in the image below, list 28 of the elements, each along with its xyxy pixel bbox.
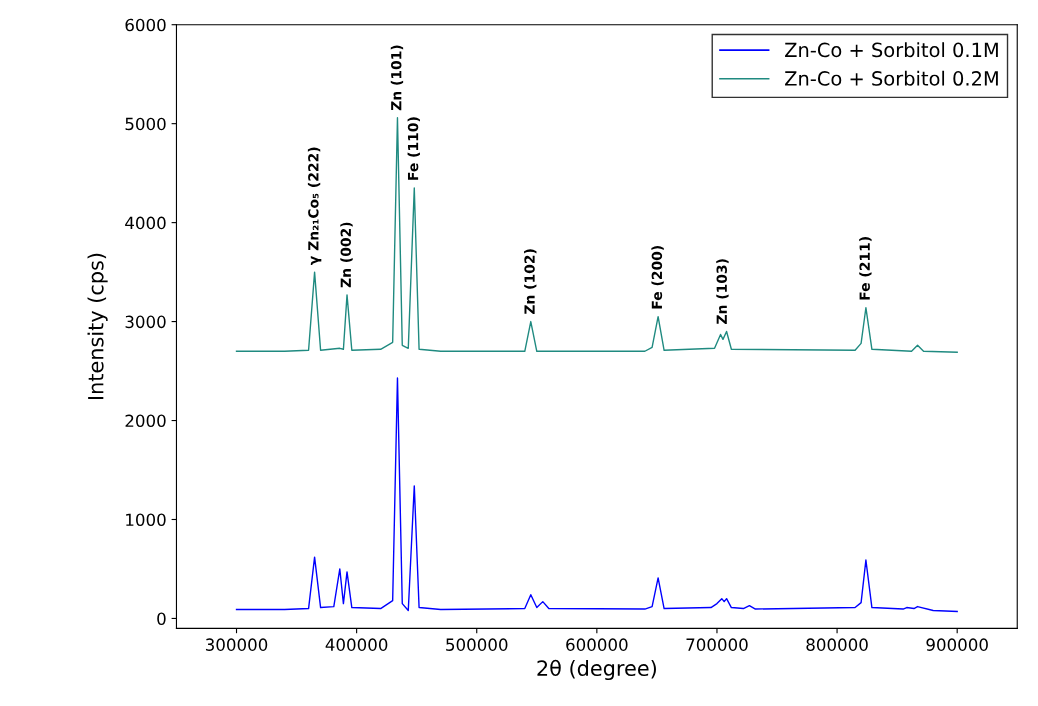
annotation: Zn (101) bbox=[390, 45, 404, 111]
x-tick-label: 900000 bbox=[926, 638, 988, 651]
y-tick-label: 6000 bbox=[125, 18, 166, 32]
y-tick-label: 3000 bbox=[125, 315, 166, 329]
x-tick-label: 500000 bbox=[446, 638, 508, 651]
y-tick-label: 1000 bbox=[126, 513, 166, 527]
x-axis-title: 2θ (degree) bbox=[537, 659, 656, 681]
x-tick-label: 600000 bbox=[566, 638, 628, 651]
legend-label: Zn-Co + Sorbitol 0.2M bbox=[785, 70, 998, 86]
annotation: γ Zn₂₁Co₅ (222) bbox=[307, 147, 322, 265]
legend-label: Zn-Co + Sorbitol 0.1M bbox=[785, 42, 998, 58]
annotation: Zn (103) bbox=[716, 259, 729, 324]
x-tick-label: 300000 bbox=[205, 638, 268, 651]
annotation: Zn (002) bbox=[340, 222, 353, 288]
x-tick-label: 800000 bbox=[806, 638, 868, 651]
x-tick-label: 700000 bbox=[686, 638, 748, 651]
annotation: Fe (110) bbox=[407, 117, 420, 180]
annotation: Fe (211) bbox=[859, 237, 872, 300]
y-tick-label: 0 bbox=[157, 612, 166, 626]
y-tick-label: 2000 bbox=[125, 414, 166, 428]
annotation: Fe (200) bbox=[651, 246, 664, 309]
y-tick-label: 5000 bbox=[125, 117, 166, 131]
line-series bbox=[235, 377, 958, 613]
annotation: Zn (102) bbox=[524, 249, 537, 315]
x-tick-label: 400000 bbox=[325, 638, 388, 651]
line-series bbox=[235, 117, 958, 353]
y-axis-title: Intensity (cps) bbox=[87, 253, 108, 400]
y-tick-label: 4000 bbox=[125, 216, 166, 230]
